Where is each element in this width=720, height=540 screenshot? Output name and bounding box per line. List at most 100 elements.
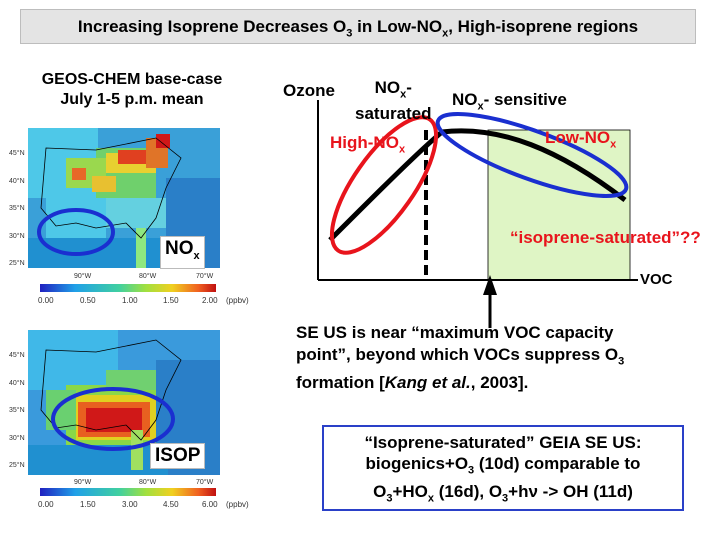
title-sub: x (442, 27, 449, 40)
colorbar-tick: 1.50 (80, 500, 96, 509)
lat-label: 45°N (9, 149, 25, 157)
nox-sens-tail: - sensitive (483, 90, 567, 109)
geia-line1: “Isoprene-saturated” GEIA SE US: (364, 433, 642, 452)
se-text-line2: point”, beyond which VOCs suppress O (296, 345, 619, 364)
isop-map-tag: ISOP (150, 443, 206, 469)
low-nox-curve (441, 128, 627, 202)
geia-line3-part: (16d), O (434, 482, 503, 502)
lat-label: 35°N (9, 406, 25, 414)
geia-line3-part: +hν -> OH (11d) (508, 482, 633, 502)
se-text-sub: 3 (618, 355, 625, 368)
lat-label: 45°N (9, 351, 25, 359)
citation-year: , 2003]. (470, 373, 529, 393)
se-us-text: SE US is near “maximum VOC capacity poin… (296, 322, 716, 394)
title-part: in Low-NO (352, 17, 443, 36)
lon-label: 90°W (74, 478, 92, 486)
geia-sub: 3 (502, 492, 509, 505)
geia-box: “Isoprene-saturated” GEIA SE US: biogeni… (322, 425, 684, 511)
ozone-label: Ozone (283, 81, 335, 100)
high-nox-sub: x (398, 143, 406, 156)
nox-sat-line2: saturated (355, 104, 432, 124)
lat-label: 30°N (9, 232, 25, 240)
geia-sub: 3 (468, 464, 475, 477)
lon-label: 80°W (139, 478, 157, 486)
voc-label: VOC (640, 271, 673, 288)
arrow-head (483, 275, 497, 295)
nox-sens-text: NO (452, 90, 478, 109)
lat-label: 40°N (9, 177, 25, 185)
colorbar-tick: 4.50 (163, 500, 179, 509)
lon-label: 70°W (196, 272, 214, 280)
geia-line3-part: +HO (392, 482, 428, 502)
title-part: , High-isoprene regions (448, 17, 639, 36)
colorbar-tick: 3.00 (122, 500, 138, 509)
nox-colorbar-ticks: 0.00 0.50 1.00 1.50 2.00 (ppbv) (38, 296, 249, 305)
nox-map-lon-labels: 90°W 80°W 70°W (74, 272, 214, 280)
nox-saturated-label: NOx- saturated (355, 78, 432, 124)
isop-map-highlight (51, 387, 175, 451)
title-part: Increasing Isoprene Decreases O (77, 17, 347, 36)
case-label-line1: GEOS-CHEM base-case (41, 71, 223, 88)
nox-sat-sub: x (400, 88, 407, 101)
geia-line2: biogenics+O (365, 454, 469, 473)
isop-colorbar (40, 488, 216, 496)
case-label-line2: July 1-5 p.m. mean (60, 91, 204, 108)
high-nox-label: High-NOx (330, 133, 405, 155)
slide-title: Increasing Isoprene Decreases O3 in Low-… (20, 9, 696, 44)
geia-sub: x (427, 492, 435, 505)
lon-label: 80°W (139, 272, 157, 280)
low-nox-sub: x (610, 138, 617, 151)
tag-text: ISOP (155, 445, 201, 466)
geia-line3: O (373, 482, 387, 502)
isop-map-figure: 45°N 40°N 35°N 30°N 25°N 90°W 80°W 70°W (9, 330, 249, 509)
se-text-line3: formation [ (296, 373, 385, 393)
isop-map-lat-labels: 45°N 40°N 35°N 30°N 25°N (9, 351, 25, 469)
tag-text: NO (165, 238, 194, 259)
nox-map-highlight (37, 208, 115, 256)
colorbar-tick: 0.00 (38, 296, 54, 305)
nox-colorbar (40, 284, 216, 292)
isoprene-saturated-label: “isoprene-saturated”?? (510, 228, 701, 247)
ozone-regime-diagram (317, 100, 638, 328)
case-label: GEOS-CHEM base-case July 1-5 p.m. mean (18, 70, 246, 110)
nox-sat-tail: - (406, 78, 412, 97)
nox-sensitive-region (487, 129, 631, 281)
nox-map-field (28, 128, 220, 268)
colorbar-tick: 6.00 (202, 500, 218, 509)
high-nox-highlight (329, 115, 439, 255)
isop-map: 45°N 40°N 35°N 30°N 25°N 90°W 80°W 70°W (6, 330, 254, 512)
high-nox-curve (328, 130, 444, 242)
lat-label: 35°N (9, 204, 25, 212)
nox-sensitive-label: NOx- sensitive (452, 90, 567, 112)
nox-map-lat-labels: 45°N 40°N 35°N 30°N 25°N (9, 149, 25, 267)
isop-map-lon-labels: 90°W 80°W 70°W (74, 478, 214, 486)
colorbar-unit: (ppbv) (226, 296, 249, 305)
lat-label: 25°N (9, 259, 25, 267)
colorbar-unit: (ppbv) (226, 500, 249, 509)
se-text-line1: SE US is near “maximum VOC capacity (296, 323, 614, 342)
colorbar-tick: 1.50 (163, 296, 179, 305)
lat-label: 40°N (9, 379, 25, 387)
geia-line2-tail: (10d) comparable to (474, 454, 641, 473)
colorbar-tick: 0.00 (38, 500, 54, 509)
nox-sat-text: NO (374, 78, 401, 97)
colorbar-tick: 2.00 (202, 296, 218, 305)
low-nox-text: Low-NO (545, 128, 611, 147)
nox-map-tag: NOx (160, 236, 205, 269)
colorbar-tick: 1.00 (122, 296, 138, 305)
lat-label: 25°N (9, 461, 25, 469)
title-sub: 3 (346, 27, 353, 40)
low-nox-label: Low-NOx (545, 128, 616, 150)
isop-colorbar-ticks: 0.00 1.50 3.00 4.50 6.00 (ppbv) (38, 500, 249, 509)
nox-map-figure: 45°N 40°N 35°N 30°N 25°N 90°W 80°W 70°W (9, 128, 249, 305)
nox-sens-sub: x (477, 100, 484, 113)
high-nox-text: High-NO (330, 133, 399, 152)
lon-label: 70°W (196, 478, 214, 486)
nox-map: 45°N 40°N 35°N 30°N 25°N 90°W 80°W 70°W (6, 128, 254, 310)
low-nox-highlight (435, 112, 629, 198)
colorbar-tick: 0.50 (80, 296, 96, 305)
tag-sub: x (193, 249, 200, 262)
citation-authors: Kang et al. (384, 373, 471, 393)
lat-label: 30°N (9, 434, 25, 442)
geia-sub: 3 (386, 492, 393, 505)
